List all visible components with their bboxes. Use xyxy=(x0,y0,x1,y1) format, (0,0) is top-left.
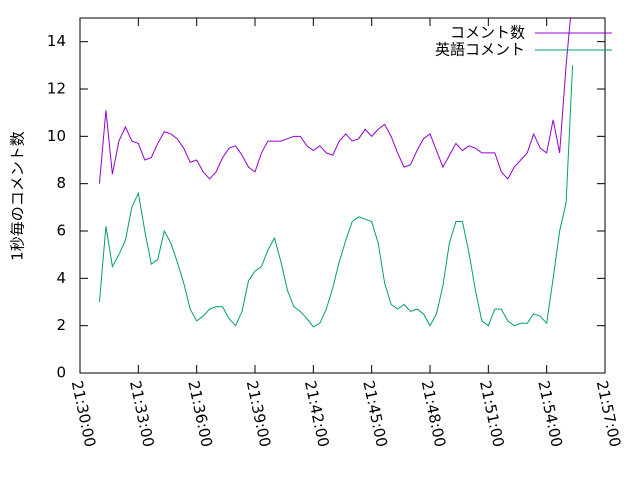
legend-label: 英語コメント xyxy=(435,41,525,59)
y-axis-label: 1秒毎のコメント数 xyxy=(9,131,27,261)
x-tick-label: 21:42:00 xyxy=(301,379,333,449)
legend-label: コメント数 xyxy=(450,24,525,42)
y-tick-label: 14 xyxy=(47,32,66,50)
x-tick-label: 21:33:00 xyxy=(126,379,158,449)
y-tick-label: 10 xyxy=(47,127,66,145)
data-line xyxy=(98,18,571,184)
y-tick-label: 4 xyxy=(56,269,66,287)
x-tick-label: 21:48:00 xyxy=(418,379,450,449)
x-tick-label: 21:30:00 xyxy=(68,379,100,449)
y-tick-label: 2 xyxy=(56,316,66,334)
y-tick-label: 12 xyxy=(47,80,66,98)
x-tick-label: 21:45:00 xyxy=(359,379,391,449)
x-tick-label: 21:54:00 xyxy=(534,379,566,449)
x-tick-label: 21:36:00 xyxy=(184,379,216,449)
x-tick-label: 21:39:00 xyxy=(243,379,275,449)
plot-border xyxy=(79,17,606,374)
y-tick-label: 6 xyxy=(56,222,66,240)
plot-area xyxy=(98,18,574,328)
x-tick-label: 21:57:00 xyxy=(593,379,625,449)
x-tick-label: 21:51:00 xyxy=(476,379,508,449)
y-tick-label: 0 xyxy=(56,364,66,382)
data-line xyxy=(98,65,574,328)
y-tick-label: 8 xyxy=(56,174,66,192)
